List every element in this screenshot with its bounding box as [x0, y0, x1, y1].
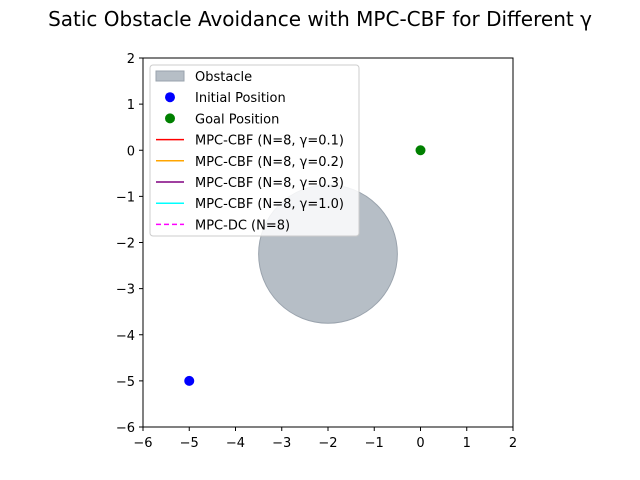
y-tick-label: 0 — [127, 144, 135, 159]
x-tick-label: −5 — [180, 436, 199, 451]
legend-label-series-0: MPC-CBF (N=8, γ=0.1) — [195, 134, 344, 149]
legend-label-series-2: MPC-CBF (N=8, γ=0.3) — [195, 176, 344, 191]
legend-obstacle-swatch — [155, 70, 185, 82]
legend-label-initial: Initial Position — [195, 91, 286, 106]
legend: Obstacle Initial Position Goal Position MPC… — [149, 64, 360, 237]
chart-title: Satic Obstacle Avoidance with MPC-CBF fo… — [48, 7, 592, 31]
y-tick-label: −4 — [116, 329, 135, 344]
goal-position-marker — [415, 145, 426, 156]
x-tick-label: −1 — [365, 436, 384, 451]
y-tick-label: −2 — [116, 237, 135, 252]
y-tick-label: −3 — [116, 283, 135, 298]
legend-label-goal: Goal Position — [195, 112, 279, 127]
legend-label-series-4: MPC-DC (N=8) — [195, 218, 290, 233]
x-tick-label: −4 — [226, 436, 245, 451]
legend-label-series-1: MPC-CBF (N=8, γ=0.2) — [195, 155, 344, 170]
y-axis: −6 −5 −4 −3 −2 −1 0 1 2 — [116, 52, 143, 436]
x-axis: −6 −5 −4 −3 −2 −1 0 1 2 — [133, 427, 517, 451]
x-tick-label: 2 — [509, 436, 517, 451]
x-tick-label: −6 — [133, 436, 152, 451]
legend-label-series-3: MPC-CBF (N=8, γ=1.0) — [195, 197, 344, 212]
x-tick-label: 0 — [416, 436, 424, 451]
x-tick-label: −2 — [318, 436, 337, 451]
legend-label-obstacle: Obstacle — [195, 70, 252, 85]
legend-box — [149, 64, 360, 237]
y-tick-label: −5 — [116, 375, 135, 390]
legend-initial-marker — [165, 92, 175, 103]
x-tick-label: −3 — [272, 436, 291, 451]
y-tick-label: −6 — [116, 421, 135, 436]
initial-position-marker — [184, 375, 195, 386]
y-tick-label: −1 — [116, 190, 135, 205]
legend-goal-marker — [165, 113, 175, 124]
y-tick-label: 1 — [127, 98, 135, 113]
x-tick-label: 1 — [463, 436, 471, 451]
y-tick-label: 2 — [127, 52, 135, 67]
